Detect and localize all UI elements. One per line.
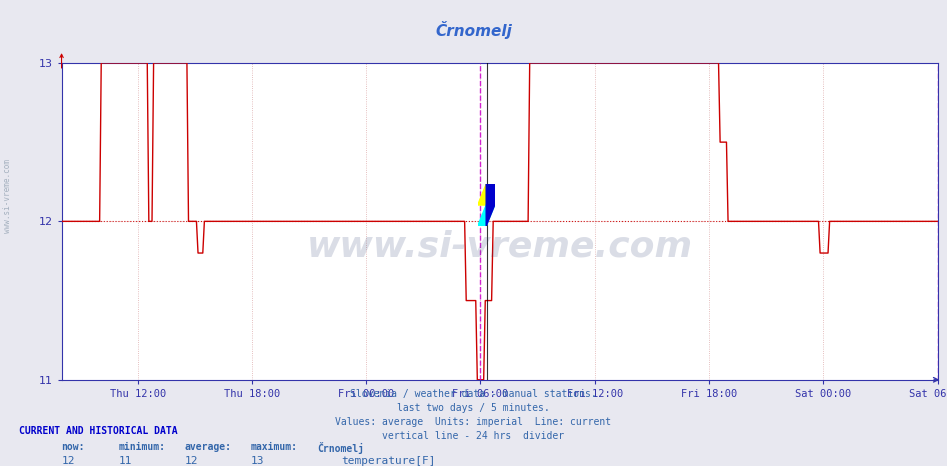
- Text: Črnomelj: Črnomelj: [317, 442, 365, 454]
- Text: Values: average  Units: imperial  Line: current: Values: average Units: imperial Line: cu…: [335, 417, 612, 427]
- Text: vertical line - 24 hrs  divider: vertical line - 24 hrs divider: [383, 431, 564, 441]
- Text: temperature[F]: temperature[F]: [341, 456, 436, 466]
- Text: 12: 12: [185, 456, 198, 466]
- Text: www.si-vreme.com: www.si-vreme.com: [307, 230, 692, 264]
- Text: minimum:: minimum:: [118, 442, 166, 452]
- Text: maximum:: maximum:: [251, 442, 298, 452]
- Polygon shape: [477, 184, 494, 205]
- Polygon shape: [486, 184, 494, 226]
- Text: last two days / 5 minutes.: last two days / 5 minutes.: [397, 403, 550, 413]
- Text: Slovenia / weather data - manual stations.: Slovenia / weather data - manual station…: [350, 389, 597, 399]
- Text: 12: 12: [62, 456, 75, 466]
- Polygon shape: [477, 205, 494, 226]
- Text: 11: 11: [118, 456, 132, 466]
- Text: average:: average:: [185, 442, 232, 452]
- Text: now:: now:: [62, 442, 85, 452]
- Text: www.si-vreme.com: www.si-vreme.com: [3, 159, 12, 233]
- Text: Črnomelj: Črnomelj: [435, 21, 512, 39]
- Text: CURRENT AND HISTORICAL DATA: CURRENT AND HISTORICAL DATA: [19, 426, 178, 436]
- Text: 13: 13: [251, 456, 264, 466]
